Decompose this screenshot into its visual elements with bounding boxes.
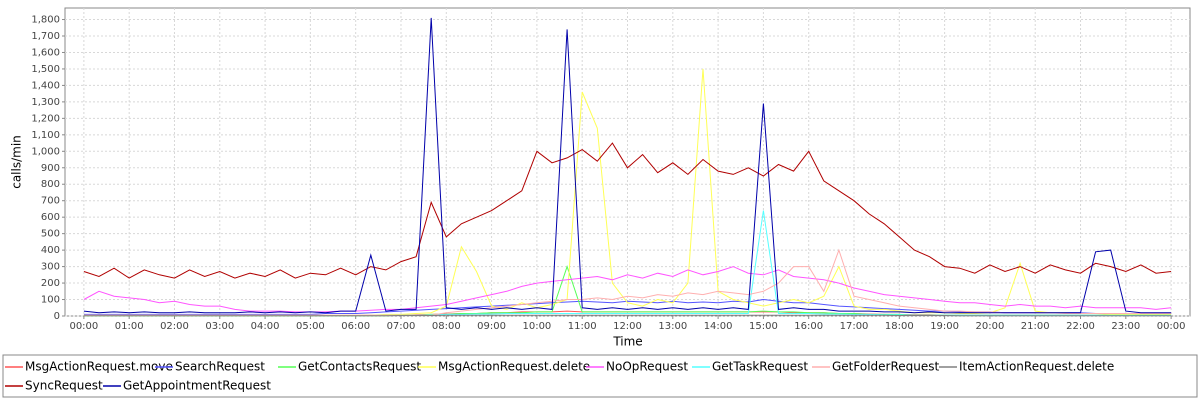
x-tick-label: 21:00 bbox=[1021, 321, 1050, 332]
y-tick-label: 1,300 bbox=[31, 97, 60, 108]
y-tick-label: 200 bbox=[41, 278, 60, 289]
series-line bbox=[83, 17, 1172, 314]
x-tick-label: 20:00 bbox=[976, 321, 1005, 332]
x-axis-title: Time bbox=[612, 335, 642, 349]
legend-label: SyncRequest bbox=[25, 379, 103, 393]
series-line bbox=[83, 142, 1172, 279]
x-tick-label: 16:00 bbox=[794, 321, 823, 332]
y-tick-label: 1,000 bbox=[31, 146, 60, 157]
x-tick-label: 03:00 bbox=[205, 321, 234, 332]
y-tick-label: 1,200 bbox=[31, 113, 60, 124]
x-tick-label: 17:00 bbox=[840, 321, 869, 332]
series-line bbox=[83, 314, 1172, 317]
y-tick-label: 400 bbox=[41, 245, 60, 256]
x-tick-label: 19:00 bbox=[930, 321, 959, 332]
y-tick-label: 800 bbox=[41, 179, 60, 190]
legend-label: ItemActionRequest.delete bbox=[959, 360, 1114, 374]
y-tick-label: 0 bbox=[54, 311, 60, 322]
x-tick-label: 06:00 bbox=[341, 321, 370, 332]
y-tick-label: 1,500 bbox=[31, 64, 60, 75]
x-tick-label: 00:00 bbox=[1157, 321, 1186, 332]
x-tick-label: 00:00 bbox=[69, 321, 98, 332]
x-tick-label: 07:00 bbox=[387, 321, 416, 332]
x-tick-label: 11:00 bbox=[568, 321, 597, 332]
x-tick-label: 18:00 bbox=[885, 321, 914, 332]
y-axis-title: calls/min bbox=[10, 135, 24, 189]
y-tick-label: 1,100 bbox=[31, 130, 60, 141]
series-line bbox=[83, 266, 1172, 313]
y-tick-label: 1,600 bbox=[31, 47, 60, 58]
y-tick-label: 600 bbox=[41, 212, 60, 223]
x-tick-label: 15:00 bbox=[749, 321, 778, 332]
x-tick-label: 01:00 bbox=[115, 321, 144, 332]
legend-items: MsgActionRequest.move SearchRequest GetCon… bbox=[5, 360, 1114, 393]
y-tick-label: 1,400 bbox=[31, 80, 60, 91]
y-tick-label: 300 bbox=[41, 262, 60, 273]
y-tick-label: 1,800 bbox=[31, 15, 60, 26]
y-tick-label: 700 bbox=[41, 196, 60, 207]
legend-label: GetContactsRequest bbox=[298, 360, 421, 374]
legend-label: MsgActionRequest.delete bbox=[438, 360, 590, 374]
x-tick-label: 09:00 bbox=[477, 321, 506, 332]
legend-label: NoOpRequest bbox=[606, 360, 688, 374]
legend-label: MsgActionRequest.move bbox=[25, 360, 173, 374]
x-tick-label: 14:00 bbox=[704, 321, 733, 332]
x-tick-label: 22:00 bbox=[1066, 321, 1095, 332]
x-tick-label: 02:00 bbox=[160, 321, 189, 332]
y-tick-label: 1,700 bbox=[31, 31, 60, 42]
legend-label: GetTaskRequest bbox=[712, 360, 808, 374]
y-tick-label: 500 bbox=[41, 229, 60, 240]
x-tick-label: 12:00 bbox=[613, 321, 642, 332]
y-tick-label: 100 bbox=[41, 295, 60, 306]
x-tick-label: 13:00 bbox=[658, 321, 687, 332]
x-tick-label: 23:00 bbox=[1111, 321, 1140, 332]
legend bbox=[2, 354, 1198, 398]
x-tick-label: 08:00 bbox=[432, 321, 461, 332]
y-tick-label: 900 bbox=[41, 163, 60, 174]
x-tick-label: 10:00 bbox=[522, 321, 551, 332]
x-tick-label: 04:00 bbox=[251, 321, 280, 332]
legend-label: GetAppointmentRequest bbox=[123, 379, 271, 393]
x-tick-label: 05:00 bbox=[296, 321, 325, 332]
legend-label: GetFolderRequest bbox=[832, 360, 940, 374]
legend-label: SearchRequest bbox=[175, 360, 265, 374]
